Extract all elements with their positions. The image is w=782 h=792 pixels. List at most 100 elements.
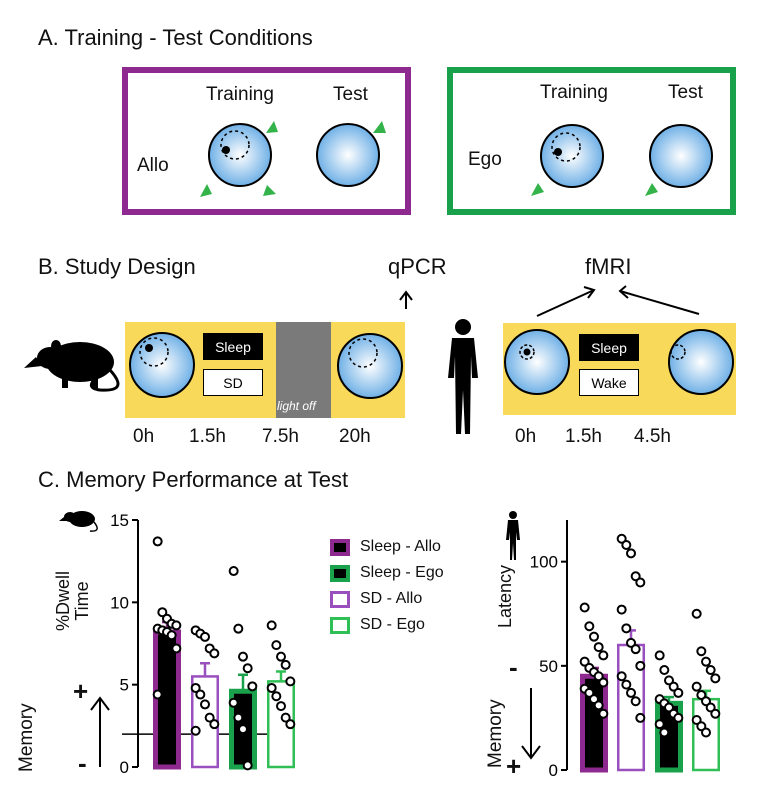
data-point <box>152 689 163 700</box>
legend: Sleep - Allo Sleep - Ego SD - Allo SD - … <box>330 538 444 642</box>
human-time-2: 4.5h <box>634 426 671 447</box>
data-point <box>598 677 609 688</box>
data-point <box>621 679 632 690</box>
data-point <box>195 689 206 700</box>
data-point <box>691 715 702 725</box>
data-point <box>233 712 244 723</box>
y-tick-label: 100 <box>530 553 558 572</box>
data-point <box>696 721 707 732</box>
rodent-time-1: 1.5h <box>189 426 226 447</box>
data-point <box>710 673 721 684</box>
data-point <box>280 712 291 723</box>
data-point <box>701 727 711 738</box>
right-memory-minus: - <box>509 652 518 682</box>
data-point <box>673 712 684 723</box>
panel-c-title: C. Memory Performance at Test <box>38 467 349 492</box>
legend-item-sd-allo: SD - Allo <box>330 590 444 608</box>
rodent-time-2: 7.5h <box>262 426 299 447</box>
human-training-maze <box>504 329 570 395</box>
rodent-sleep-box: Sleep <box>203 333 263 360</box>
right-memory-label: Memory <box>485 699 506 768</box>
rodent-test-maze <box>337 333 403 399</box>
data-point <box>593 671 604 682</box>
data-point <box>696 690 707 700</box>
allo-training-label: Training <box>206 84 274 105</box>
right-memory-plus: + <box>506 751 522 781</box>
data-point <box>664 675 674 686</box>
y-tick-label: 10 <box>110 593 129 612</box>
memory-up-arrow-icon <box>90 696 110 767</box>
light-off-label: light off <box>277 399 316 413</box>
data-point <box>621 540 632 550</box>
allo-condition-label: Allo <box>137 155 169 176</box>
data-point <box>266 682 277 693</box>
qpcr-label: qPCR <box>388 254 447 279</box>
data-point <box>200 699 210 710</box>
data-point <box>705 702 716 713</box>
cue-arrow-icon <box>266 121 278 133</box>
left-memory-minus: - <box>78 748 87 778</box>
allo-test-label: Test <box>333 84 368 105</box>
legend-item-sleep-allo: Sleep - Allo <box>330 538 444 556</box>
data-point <box>209 719 220 730</box>
data-point <box>589 694 599 705</box>
data-point <box>233 623 244 634</box>
data-point <box>626 687 636 698</box>
ego-training-maze <box>540 124 604 188</box>
data-point <box>616 604 627 615</box>
cue-arrow-icon <box>263 185 276 196</box>
fmri-arrows-icon <box>536 285 700 317</box>
panel-a-title: A. Training - Test Conditions <box>38 25 313 50</box>
data-point <box>635 712 646 723</box>
data-point <box>630 644 641 655</box>
cue-arrow-icon <box>645 183 658 196</box>
allo-training-maze <box>208 123 272 187</box>
ego-test-label: Test <box>668 82 703 103</box>
data-point <box>635 660 646 671</box>
human-wake-box: Wake <box>579 369 639 396</box>
data-point <box>190 682 201 693</box>
data-point <box>271 691 282 702</box>
data-point <box>152 536 163 547</box>
human-icon <box>506 511 520 560</box>
data-point <box>635 577 646 588</box>
allo-condition-box <box>122 67 411 215</box>
data-point <box>664 702 674 713</box>
data-point <box>701 656 711 667</box>
data-point <box>626 637 636 648</box>
data-point <box>228 697 239 708</box>
cue-arrow-icon <box>531 183 544 196</box>
data-point <box>654 719 665 730</box>
data-point <box>579 602 590 613</box>
panel-b-title: B. Study Design <box>38 254 196 279</box>
rat-icon <box>24 340 120 392</box>
data-point <box>630 571 641 582</box>
y-tick-label: 0 <box>120 758 129 777</box>
data-point <box>593 700 604 711</box>
data-point <box>209 648 220 659</box>
data-point <box>589 631 599 642</box>
data-point <box>659 665 670 675</box>
data-point <box>673 687 684 698</box>
legend-item-sleep-ego: Sleep - Ego <box>330 564 444 582</box>
cue-arrow-icon <box>373 121 386 133</box>
ego-training-label: Training <box>540 82 608 103</box>
data-point <box>166 630 177 641</box>
data-point <box>247 681 258 692</box>
ego-condition-label: Ego <box>468 149 502 170</box>
data-point <box>654 650 665 661</box>
data-point <box>238 651 248 662</box>
data-point <box>616 533 627 544</box>
data-point <box>593 642 604 653</box>
data-point <box>659 727 670 738</box>
y-tick-label: 50 <box>539 657 558 676</box>
human-icon <box>448 319 478 434</box>
rodent-time-0: 0h <box>133 426 155 447</box>
data-point <box>204 712 215 723</box>
data-point <box>701 696 711 707</box>
data-point <box>190 725 201 736</box>
left-ylabel: %Dwell Time <box>53 571 92 632</box>
data-point <box>598 708 609 719</box>
